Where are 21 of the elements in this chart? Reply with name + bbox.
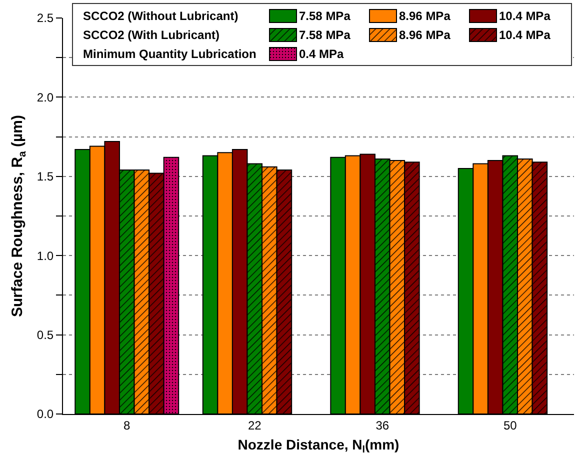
x-tick-label: 36 [376,418,390,432]
legend-label: 7.58 MPa [299,28,350,42]
x-tick-label: 8 [124,418,131,432]
y-tick-label: 0.5 [36,328,54,342]
annotation: SCCO2 (Without Lubricant) [82,8,240,22]
y-tick-label: 1.0 [36,248,54,263]
x-tick-label: 50 [503,418,518,432]
x-tick-label: 22 [248,418,262,432]
legend-label: 10.4 MPa [499,28,550,42]
legend-label: 8.96 MPa [399,28,450,42]
x-axis-title: Nozzle Distance, N$_{l}$(mm) [238,436,400,456]
y-tick-label: 2.5 [36,11,54,26]
annotation: SCCO2 (With Lubricant) [82,28,221,42]
y-tick-label: 1.5 [36,170,54,184]
legend-label: 0.4 MPa [299,46,344,60]
annotation: Minimum Quantity Lubrication [82,46,258,60]
y-tick-label: 2.0 [36,90,54,104]
legend-label: 10.4 MPa [499,8,550,22]
y-tick-label: 0.0 [36,407,54,422]
legend-label: 7.58 MPa [299,8,350,22]
legend-label: 8.96 MPa [399,8,450,22]
